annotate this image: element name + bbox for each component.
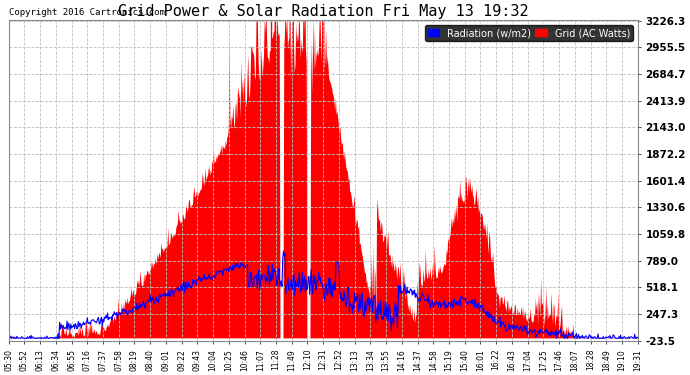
Title: Grid Power & Solar Radiation Fri May 13 19:32: Grid Power & Solar Radiation Fri May 13 … bbox=[118, 4, 529, 19]
Legend: Radiation (w/m2), Grid (AC Watts): Radiation (w/m2), Grid (AC Watts) bbox=[425, 25, 633, 41]
Text: Copyright 2016 Cartronics.com: Copyright 2016 Cartronics.com bbox=[9, 8, 164, 17]
